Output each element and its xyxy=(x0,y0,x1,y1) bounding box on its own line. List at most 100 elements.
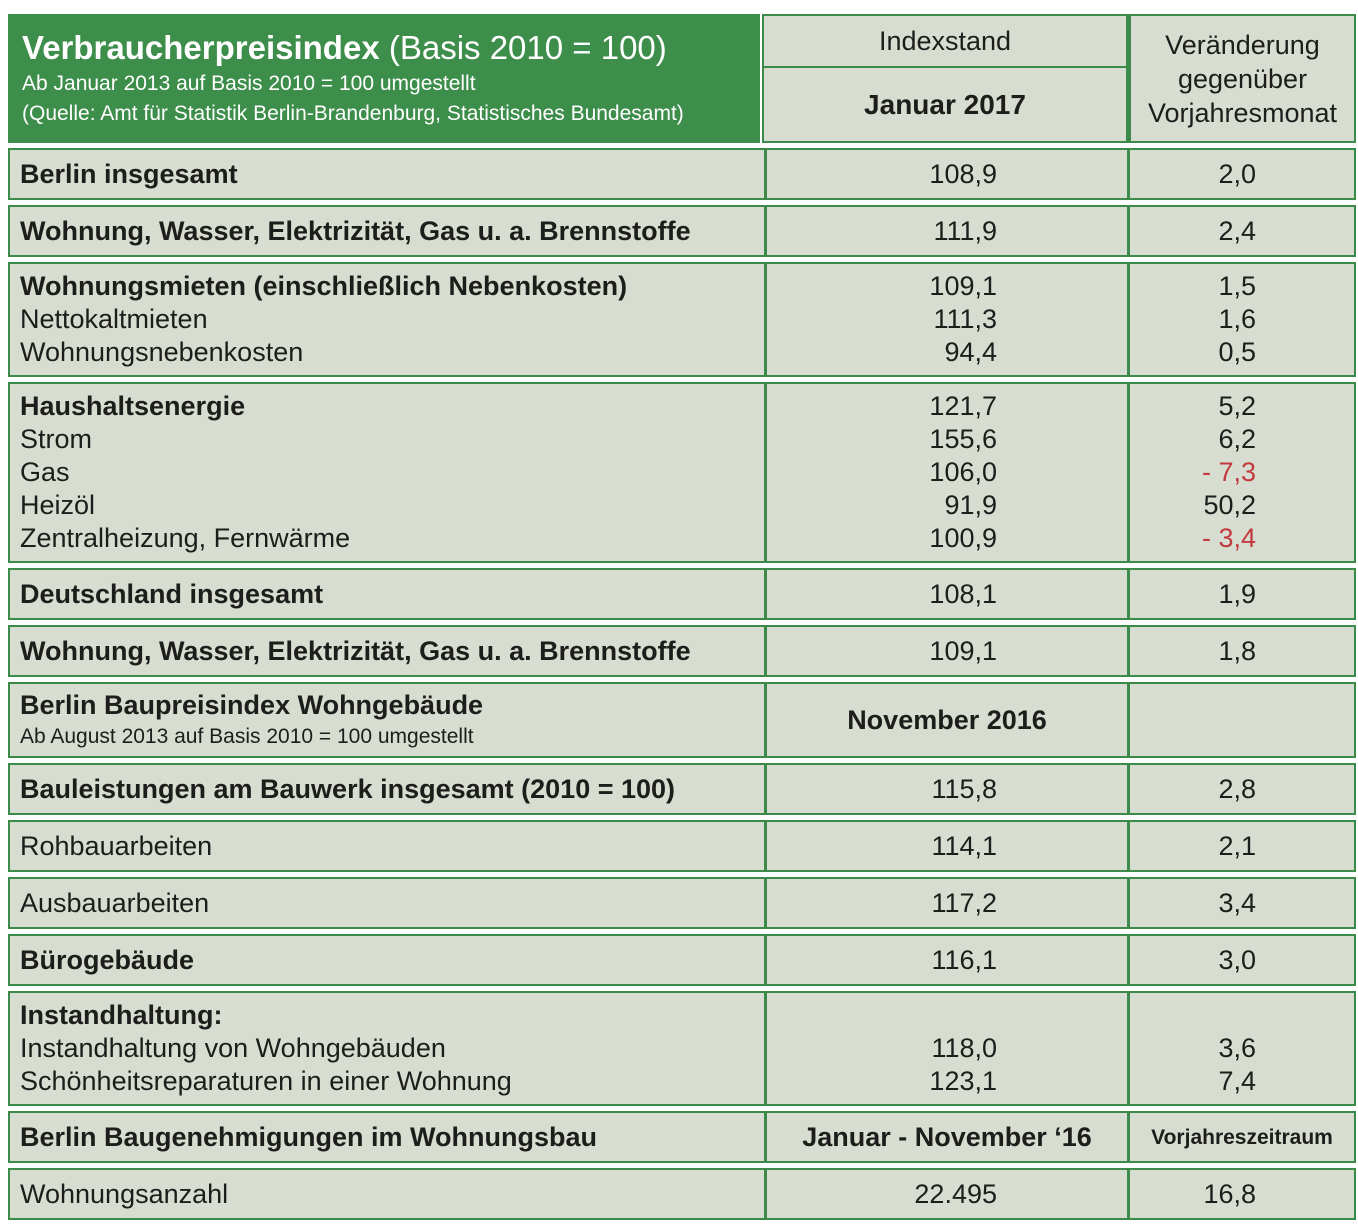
change-value: Vorjahreszeitraum xyxy=(1151,1125,1333,1149)
index-cell: 108,1 xyxy=(764,570,1130,618)
change-value: 16,8 xyxy=(1203,1178,1256,1209)
index-value: 91,9 xyxy=(944,490,997,520)
row-label: Instandhaltung: xyxy=(20,1000,223,1030)
row-label-cell: Ausbauarbeiten xyxy=(10,879,764,927)
change-cell: 2,1 xyxy=(1130,822,1354,870)
index-value: 114,1 xyxy=(931,830,997,861)
index-value: 111,3 xyxy=(933,304,997,334)
change-value: 5,2 xyxy=(1218,391,1256,421)
row-label: Wohnungsmieten (einschließlich Nebenkost… xyxy=(20,271,628,301)
change-column-header: Veränderung gegenüber Vorjahresmonat xyxy=(1128,14,1356,143)
change-value: 2,4 xyxy=(1218,215,1256,246)
change-cell: 2,8 xyxy=(1130,765,1354,813)
table-header-row: Verbraucherpreisindex (Basis 2010 = 100)… xyxy=(8,14,1356,143)
index-value: 22.495 xyxy=(914,1178,997,1209)
row-label: Rohbauarbeiten xyxy=(20,830,213,861)
table-row: Berlin Baugenehmigungen im Wohnungsbau Ja… xyxy=(8,1111,1356,1163)
row-label-cell: Wohnung, Wasser, Elektrizität, Gas u. a.… xyxy=(10,627,764,675)
change-value: 6,2 xyxy=(1218,424,1256,454)
index-value: 100,9 xyxy=(929,523,997,553)
change-value xyxy=(1130,999,1256,1032)
table-title: Verbraucherpreisindex (Basis 2010 = 100) xyxy=(22,27,746,69)
row-label: Strom xyxy=(20,424,93,454)
table-row: Deutschland insgesamt 108,1 1,9 xyxy=(8,568,1356,620)
row-label: Zentralheizung, Fernwärme xyxy=(20,523,351,553)
index-value: 118,0 xyxy=(931,1033,997,1063)
index-value: 109,1 xyxy=(929,271,997,301)
index-value: 109,1 xyxy=(929,635,997,666)
row-label: Berlin Baugenehmigungen im Wohnungsbau xyxy=(20,1121,598,1152)
table-row: Haushaltsenergie Strom Gas Heizöl Zentralhei… xyxy=(8,382,1356,563)
table-row: Ausbauarbeiten 117,2 3,4 xyxy=(8,877,1356,929)
vpi-table: Verbraucherpreisindex (Basis 2010 = 100)… xyxy=(8,14,1356,1225)
index-value: 108,9 xyxy=(929,158,997,189)
table-row: Bürogebäude 116,1 3,0 xyxy=(8,934,1356,986)
change-value: 0,5 xyxy=(1218,337,1256,367)
row-label-cell: Berlin Baugenehmigungen im Wohnungsbau xyxy=(10,1113,764,1161)
change-cell: 1,5 1,6 0,5 xyxy=(1130,264,1354,375)
index-cell: 109,1 111,3 94,4 xyxy=(764,264,1130,375)
row-label-cell: Rohbauarbeiten xyxy=(10,822,764,870)
change-value: 3,4 xyxy=(1218,887,1256,918)
index-value: 94,4 xyxy=(944,337,997,367)
change-cell: 1,8 xyxy=(1130,627,1354,675)
change-cell: Vorjahreszeitraum xyxy=(1130,1113,1354,1161)
change-value: - 7,3 xyxy=(1201,457,1256,487)
index-cell: 116,1 xyxy=(764,936,1130,984)
index-cell: 117,2 xyxy=(764,879,1130,927)
table-title-block: Verbraucherpreisindex (Basis 2010 = 100)… xyxy=(8,14,762,143)
change-cell: 2,4 xyxy=(1130,207,1354,255)
row-label-cell: Berlin insgesamt xyxy=(10,150,764,198)
row-label: Berlin Baupreisindex Wohngebäude xyxy=(20,689,484,720)
index-value: 123,1 xyxy=(929,1066,997,1096)
change-value: 2,1 xyxy=(1218,830,1256,861)
change-cell: 3,4 xyxy=(1130,879,1354,927)
row-label-cell: Wohnungsmieten (einschließlich Nebenkost… xyxy=(10,264,764,375)
change-value: 1,9 xyxy=(1218,578,1256,609)
change-value: 2,0 xyxy=(1218,158,1256,189)
row-label: Haushaltsenergie xyxy=(20,391,246,421)
table-row: Wohnungsmieten (einschließlich Nebenkost… xyxy=(8,262,1356,377)
index-value: 115,8 xyxy=(931,773,997,804)
change-cell: 1,9 xyxy=(1130,570,1354,618)
table-row: Instandhaltung: Instandhaltung von Wohnge… xyxy=(8,991,1356,1106)
change-value: 7,4 xyxy=(1218,1066,1256,1096)
change-cell: 16,8 xyxy=(1130,1170,1354,1218)
table-row: Berlin insgesamt 108,9 2,0 xyxy=(8,148,1356,200)
change-value: 50,2 xyxy=(1203,490,1256,520)
index-column-header: Indexstand Januar 2017 xyxy=(762,14,1128,143)
row-label: Wohnungsnebenkosten xyxy=(20,337,304,367)
row-label-cell: Wohnung, Wasser, Elektrizität, Gas u. a.… xyxy=(10,207,764,255)
row-label: Ausbauarbeiten xyxy=(20,887,210,918)
change-value: 1,8 xyxy=(1218,635,1256,666)
row-label-cell: Berlin Baupreisindex Wohngebäude Ab Augus… xyxy=(10,684,764,756)
row-label: Gas xyxy=(20,457,70,487)
table-subtitle: Ab Januar 2013 auf Basis 2010 = 100 umge… xyxy=(22,72,476,95)
row-label: Instandhaltung von Wohngebäuden xyxy=(20,1033,446,1063)
change-value: 3,6 xyxy=(1218,1033,1256,1063)
index-column-period: Januar 2017 xyxy=(864,88,1026,120)
row-label: Bürogebäude xyxy=(20,944,195,975)
table-title-main: Verbraucherpreisindex xyxy=(22,29,380,66)
index-value: 116,1 xyxy=(931,944,997,975)
index-cell: 22.495 xyxy=(764,1170,1130,1218)
table-row: Wohnungsanzahl 22.495 16,8 xyxy=(8,1168,1356,1220)
row-label: Deutschland insgesamt xyxy=(20,578,324,609)
row-label-cell: Deutschland insgesamt xyxy=(10,570,764,618)
table-body: Berlin insgesamt 108,9 2,0 Wohnung, Wasser,… xyxy=(8,148,1356,1220)
row-label-cell: Wohnungsanzahl xyxy=(10,1170,764,1218)
index-cell: 118,0 123,1 xyxy=(764,993,1130,1104)
row-label: Wohnung, Wasser, Elektrizität, Gas u. a.… xyxy=(20,635,691,666)
row-label: Schönheitsreparaturen in einer Wohnung xyxy=(20,1066,512,1096)
row-sublabel: Ab August 2013 auf Basis 2010 = 100 umge… xyxy=(20,724,474,748)
row-label: Wohnungsanzahl xyxy=(20,1178,229,1209)
row-label: Wohnung, Wasser, Elektrizität, Gas u. a.… xyxy=(20,215,691,246)
row-label-cell: Bauleistungen am Bauwerk insgesamt (2010… xyxy=(10,765,764,813)
table-source: (Quelle: Amt für Statistik Berlin-Brande… xyxy=(22,102,684,125)
table-title-suffix: (Basis 2010 = 100) xyxy=(388,29,667,66)
index-column-label: Indexstand xyxy=(764,16,1126,68)
table-row: Bauleistungen am Bauwerk insgesamt (2010… xyxy=(8,763,1356,815)
index-cell: November 2016 xyxy=(764,684,1130,756)
change-cell: 2,0 xyxy=(1130,150,1354,198)
index-cell: 111,9 xyxy=(764,207,1130,255)
